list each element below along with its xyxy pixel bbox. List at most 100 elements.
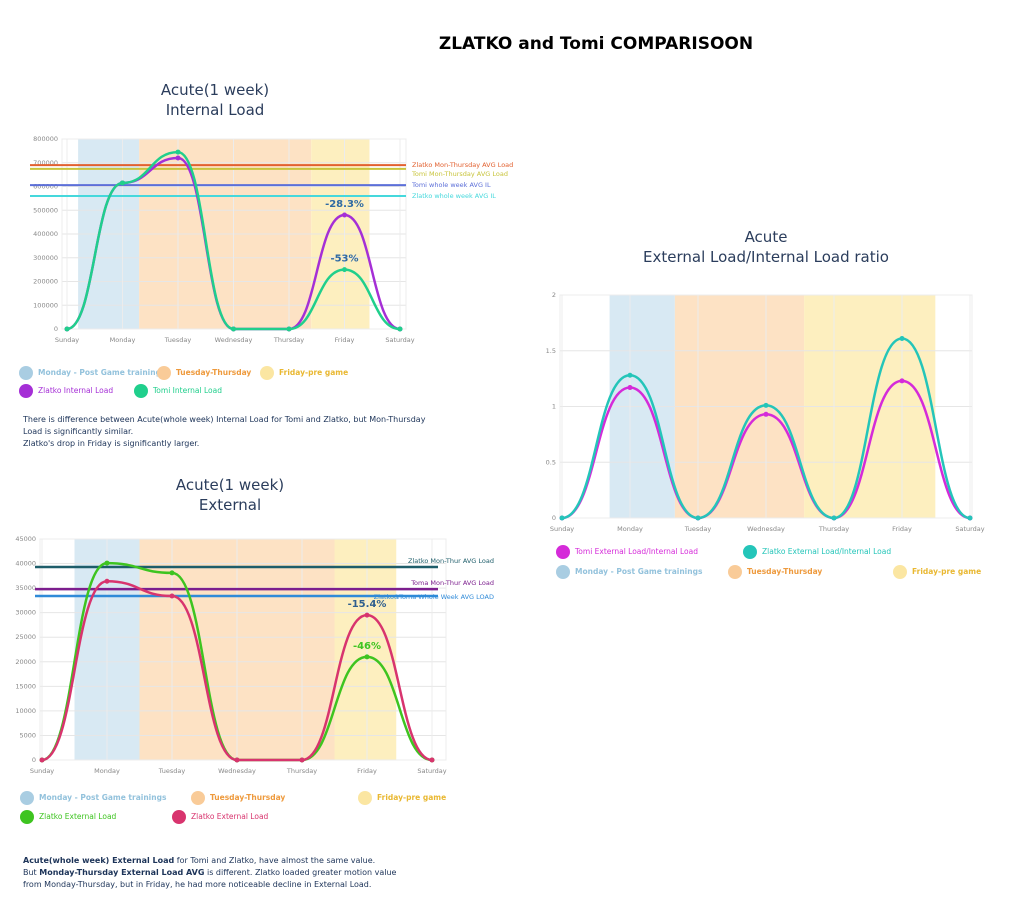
x-tick-label: Thursday [286, 767, 317, 775]
x-tick-label: Sunday [550, 525, 574, 533]
note: Acute(whole week) External Load for Tomi… [23, 855, 398, 891]
x-tick-label: Wednesday [218, 767, 256, 775]
note-text: Acute(whole week) External Load [23, 856, 175, 865]
point [286, 326, 292, 332]
annotation: -15.4% [348, 599, 387, 610]
page-title: ZLATKO and Tomi COMPARISOON [438, 34, 754, 54]
point [175, 155, 181, 161]
chart-title: Acute(1 week) Internal Load [160, 81, 270, 119]
note-text: Zlatko's drop in Friday is significantly… [23, 439, 200, 448]
legend-swatch [556, 545, 570, 559]
legend-label: Monday - Post Game trainings [39, 793, 167, 802]
legend-swatch [743, 545, 757, 559]
note-text: There is difference between Acute(whole … [23, 415, 426, 436]
y-tick-label: 30000 [15, 609, 36, 617]
y-tick-label: 200000 [33, 278, 58, 286]
point [627, 385, 633, 391]
y-tick-label: 1 [552, 403, 556, 411]
point [342, 212, 347, 218]
y-tick-label: 25000 [15, 633, 36, 641]
x-tick-label: Tuesday [158, 767, 186, 775]
plot-frame [559, 294, 973, 519]
point [169, 593, 175, 599]
x-tick-label: Tuesday [164, 336, 192, 344]
legend-label: Zlatko External Load [191, 812, 269, 821]
y-tick-label: 300000 [33, 254, 58, 262]
legend-swatch [893, 565, 907, 579]
y-tick-label: 20000 [15, 658, 36, 666]
x-tick-label: Tuesday [684, 525, 712, 533]
reference-label: Zlatko Mon-Thur AVG Load [408, 557, 494, 565]
point [831, 515, 837, 521]
point [763, 411, 769, 417]
y-tick-label: 100000 [33, 301, 58, 309]
chart-title: Acute(1 week) External [175, 476, 285, 514]
legend-label: Tomi External Load/Internal Load [574, 547, 698, 556]
y-tick-label: 600000 [33, 183, 58, 191]
chart-title: Acute External Load/Internal Load ratio [643, 228, 889, 266]
legend-label: Tomi Internal Load [152, 386, 222, 395]
point [104, 578, 110, 584]
x-tick-label: Sunday [30, 767, 54, 775]
x-tick-label: Friday [357, 767, 377, 775]
point [967, 515, 973, 521]
note-text: But [23, 868, 40, 877]
x-tick-label: Friday [892, 525, 912, 533]
x-tick-label: Wednesday [747, 525, 785, 533]
point [899, 378, 905, 384]
reference-label: Tomi Mon-Thursday AVG Load [411, 170, 508, 178]
annotation: -46% [353, 641, 381, 652]
y-tick-label: 45000 [15, 535, 36, 543]
x-tick-label: Friday [335, 336, 355, 344]
point [695, 515, 701, 521]
x-tick-label: Monday [110, 336, 136, 344]
y-tick-label: 5000 [19, 731, 36, 739]
point [231, 326, 236, 332]
legend-swatch [19, 366, 33, 380]
legend-label: Zlatko External Load [39, 812, 117, 821]
legend-label: Friday-pre game [377, 793, 446, 802]
annotation: -28.3% [325, 199, 364, 210]
legend-swatch [172, 810, 186, 824]
reference-label: Zlatko&Toma Whole Week AVG LOAD [374, 593, 494, 601]
legend-label: Zlatko External Load/Internal Load [762, 547, 891, 556]
point [342, 267, 347, 273]
legend-swatch [191, 791, 205, 805]
point [169, 570, 175, 576]
legend-swatch [358, 791, 372, 805]
point [299, 757, 305, 763]
legend-label: Tuesday-Thursday [210, 793, 285, 802]
y-tick-label: 700000 [33, 159, 58, 167]
legend-swatch [728, 565, 742, 579]
y-tick-label: 0 [32, 756, 36, 764]
x-tick-label: Monday [94, 767, 120, 775]
y-tick-label: 0 [54, 325, 58, 333]
y-tick-label: 0 [552, 514, 556, 522]
x-tick-label: Sunday [55, 336, 79, 344]
note-paragraph: There is difference between Acute(whole … [23, 414, 433, 438]
note-paragraph: But Monday-Thursday External Load AVG is… [23, 867, 398, 891]
point [120, 180, 125, 186]
note-text: for Tomi and Zlatko, have almost the sam… [174, 856, 376, 865]
reference-label: Zlatko Mon-Thursday AVG Load [412, 161, 513, 169]
note-paragraph: Zlatko's drop in Friday is significantly… [23, 438, 433, 450]
reference-label: Toma Mon-Thur AVG Load [410, 579, 494, 587]
point [429, 757, 435, 763]
x-tick-label: Thursday [818, 525, 849, 533]
note-text: is different. Zlatko loaded greater moti… [23, 868, 397, 889]
legend-swatch [556, 565, 570, 579]
y-tick-label: 400000 [33, 230, 58, 238]
y-tick-label: 10000 [15, 707, 36, 715]
legend-label: Monday - Post Game trainings [38, 368, 166, 377]
x-tick-label: Wednesday [215, 336, 253, 344]
y-tick-label: 35000 [15, 584, 36, 592]
x-tick-label: Saturday [385, 336, 414, 344]
point [899, 335, 905, 341]
point [364, 612, 370, 618]
legend-label: Zlatko Internal Load [38, 386, 113, 395]
point [234, 757, 240, 763]
point [364, 654, 370, 660]
y-tick-label: 2 [552, 291, 556, 299]
point [104, 560, 110, 566]
